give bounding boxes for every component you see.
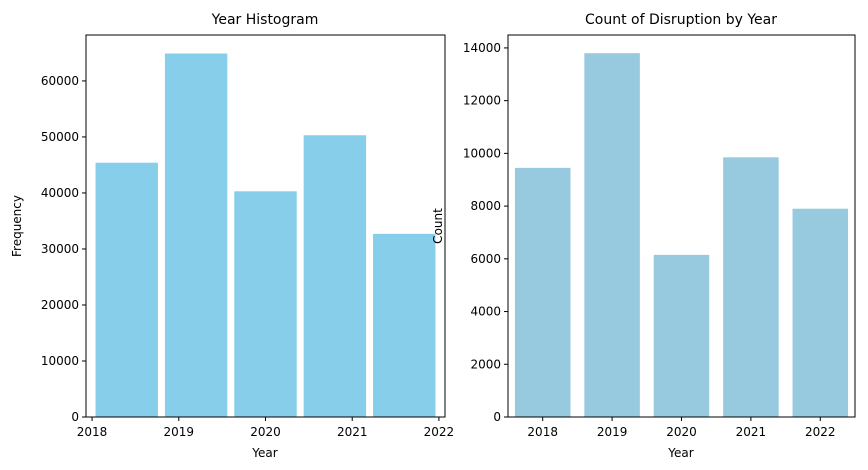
y-axis-ticks: 0 2000 4000 6000 8000 10000 12000 14000 bbox=[463, 41, 508, 424]
year-histogram-chart: Year Histogram 2018 2019 2020 2021 2022 0 100… bbox=[10, 12, 454, 460]
x-axis-label: Year bbox=[251, 446, 277, 460]
x-tick-label: 2020 bbox=[250, 425, 281, 439]
y-tick-label: 12000 bbox=[463, 94, 501, 108]
disruption-count-chart: Count of Disruption by Year 2018 2019 2020… bbox=[431, 12, 856, 460]
histogram-bar bbox=[303, 135, 367, 418]
histogram-bar bbox=[164, 53, 228, 417]
count-bar bbox=[723, 157, 779, 418]
y-tick-label: 10000 bbox=[463, 146, 501, 160]
plot-frame bbox=[507, 34, 856, 418]
y-tick-label: 0 bbox=[493, 410, 501, 424]
y-axis-ticks: 0 10000 20000 30000 40000 50000 60000 bbox=[41, 74, 86, 424]
x-tick-label: 2021 bbox=[736, 425, 767, 439]
histogram-bar bbox=[373, 233, 436, 417]
bars bbox=[95, 53, 436, 418]
y-tick-label: 40000 bbox=[41, 186, 79, 200]
y-tick-label: 60000 bbox=[41, 74, 79, 88]
chart-title: Year Histogram bbox=[211, 12, 319, 28]
histogram-bar bbox=[234, 191, 297, 417]
x-tick-label: 2019 bbox=[597, 425, 628, 439]
x-axis-ticks: 2018 2019 2020 2021 2022 bbox=[77, 417, 454, 439]
x-tick-label: 2018 bbox=[527, 425, 558, 439]
count-bar bbox=[653, 254, 710, 417]
x-tick-label: 2018 bbox=[77, 425, 108, 439]
y-axis-label: Count bbox=[431, 208, 445, 244]
bars bbox=[514, 53, 849, 418]
y-tick-label: 8000 bbox=[470, 199, 501, 213]
x-tick-label: 2019 bbox=[164, 425, 195, 439]
y-tick-label: 14000 bbox=[463, 41, 501, 55]
y-tick-label: 50000 bbox=[41, 130, 79, 144]
y-tick-label: 10000 bbox=[41, 354, 79, 368]
y-tick-label: 0 bbox=[71, 410, 79, 424]
x-tick-label: 2022 bbox=[424, 425, 455, 439]
y-tick-label: 2000 bbox=[470, 357, 501, 371]
x-tick-label: 2021 bbox=[337, 425, 368, 439]
y-axis-label: Frequency bbox=[10, 195, 24, 257]
chart-title: Count of Disruption by Year bbox=[585, 12, 777, 28]
y-tick-label: 30000 bbox=[41, 242, 79, 256]
histogram-bar bbox=[95, 162, 158, 417]
y-tick-label: 6000 bbox=[470, 252, 501, 266]
x-tick-label: 2022 bbox=[805, 425, 836, 439]
x-tick-label: 2020 bbox=[666, 425, 697, 439]
plot-frame bbox=[85, 34, 446, 418]
x-axis-ticks: 2018 2019 2020 2021 2022 bbox=[527, 417, 836, 439]
count-bar bbox=[792, 208, 849, 417]
count-bar bbox=[514, 167, 571, 417]
y-tick-label: 4000 bbox=[470, 305, 501, 319]
x-axis-label: Year bbox=[667, 446, 693, 460]
y-tick-label: 20000 bbox=[41, 298, 79, 312]
count-bar bbox=[584, 53, 640, 417]
